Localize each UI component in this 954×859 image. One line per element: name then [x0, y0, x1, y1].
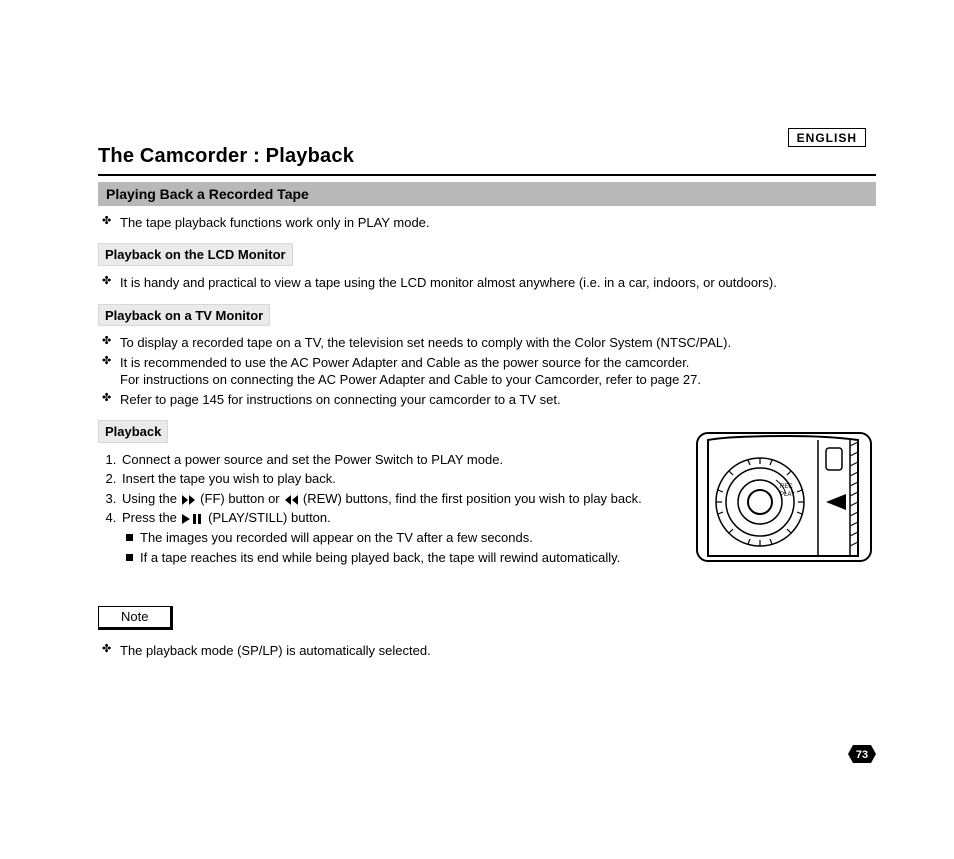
- tv-list: To display a recorded tape on a TV, the …: [98, 334, 876, 408]
- step-text: (REW) buttons, find the first position y…: [303, 491, 642, 506]
- list-item: The tape playback functions work only in…: [120, 214, 876, 232]
- page-number-badge: 73: [848, 745, 876, 763]
- step-text: Press the: [122, 510, 181, 525]
- intro-list: The tape playback functions work only in…: [98, 214, 876, 232]
- list-item: The images you recorded will appear on t…: [140, 529, 678, 547]
- subheading-playback: Playback: [98, 420, 168, 443]
- step-item: Press the (PLAY/STILL) button. The image…: [120, 509, 678, 566]
- subheading-lcd: Playback on the LCD Monitor: [98, 243, 293, 266]
- note-label: Note: [98, 606, 173, 630]
- subheading-tv: Playback on a TV Monitor: [98, 304, 270, 327]
- step-text: (PLAY/STILL) button.: [208, 510, 331, 525]
- title-rule: [98, 174, 876, 176]
- list-item: Refer to page 145 for instructions on co…: [120, 391, 876, 409]
- step-item: Connect a power source and set the Power…: [120, 451, 678, 469]
- camcorder-dial-illustration: REC PLAY: [696, 432, 872, 562]
- language-label: ENGLISH: [788, 128, 866, 147]
- play-still-icon: [182, 514, 204, 524]
- steps-wrap: Connect a power source and set the Power…: [98, 451, 678, 566]
- page-title: The Camcorder : Playback: [98, 143, 876, 170]
- steps-list: Connect a power source and set the Power…: [98, 451, 678, 566]
- page-number: 73: [856, 749, 868, 761]
- rewind-icon: [284, 495, 298, 505]
- note-list: The playback mode (SP/LP) is automatical…: [98, 642, 876, 660]
- list-item: It is handy and practical to view a tape…: [120, 274, 876, 292]
- list-item: To display a recorded tape on a TV, the …: [120, 334, 876, 352]
- step-text: (FF) button or: [200, 491, 283, 506]
- lcd-list: It is handy and practical to view a tape…: [98, 274, 876, 292]
- dial-svg: REC PLAY: [698, 434, 870, 560]
- manual-page: ENGLISH The Camcorder : Playback Playing…: [0, 0, 954, 859]
- step-item: Insert the tape you wish to play back.: [120, 470, 678, 488]
- list-item-text: It is recommended to use the AC Power Ad…: [120, 355, 689, 370]
- dial-label-rec: REC: [780, 484, 793, 490]
- list-item: If a tape reaches its end while being pl…: [140, 549, 678, 567]
- step-text: Using the: [122, 491, 181, 506]
- section-heading: Playing Back a Recorded Tape: [98, 182, 876, 206]
- list-item: It is recommended to use the AC Power Ad…: [120, 354, 876, 389]
- list-item-cont: For instructions on connecting the AC Po…: [120, 371, 876, 389]
- step-sub-list: The images you recorded will appear on t…: [122, 529, 678, 566]
- list-item: The playback mode (SP/LP) is automatical…: [120, 642, 876, 660]
- fast-forward-icon: [182, 495, 196, 505]
- dial-label-play: PLAY: [780, 492, 795, 498]
- step-item: Using the (FF) button or (REW) buttons, …: [120, 490, 678, 508]
